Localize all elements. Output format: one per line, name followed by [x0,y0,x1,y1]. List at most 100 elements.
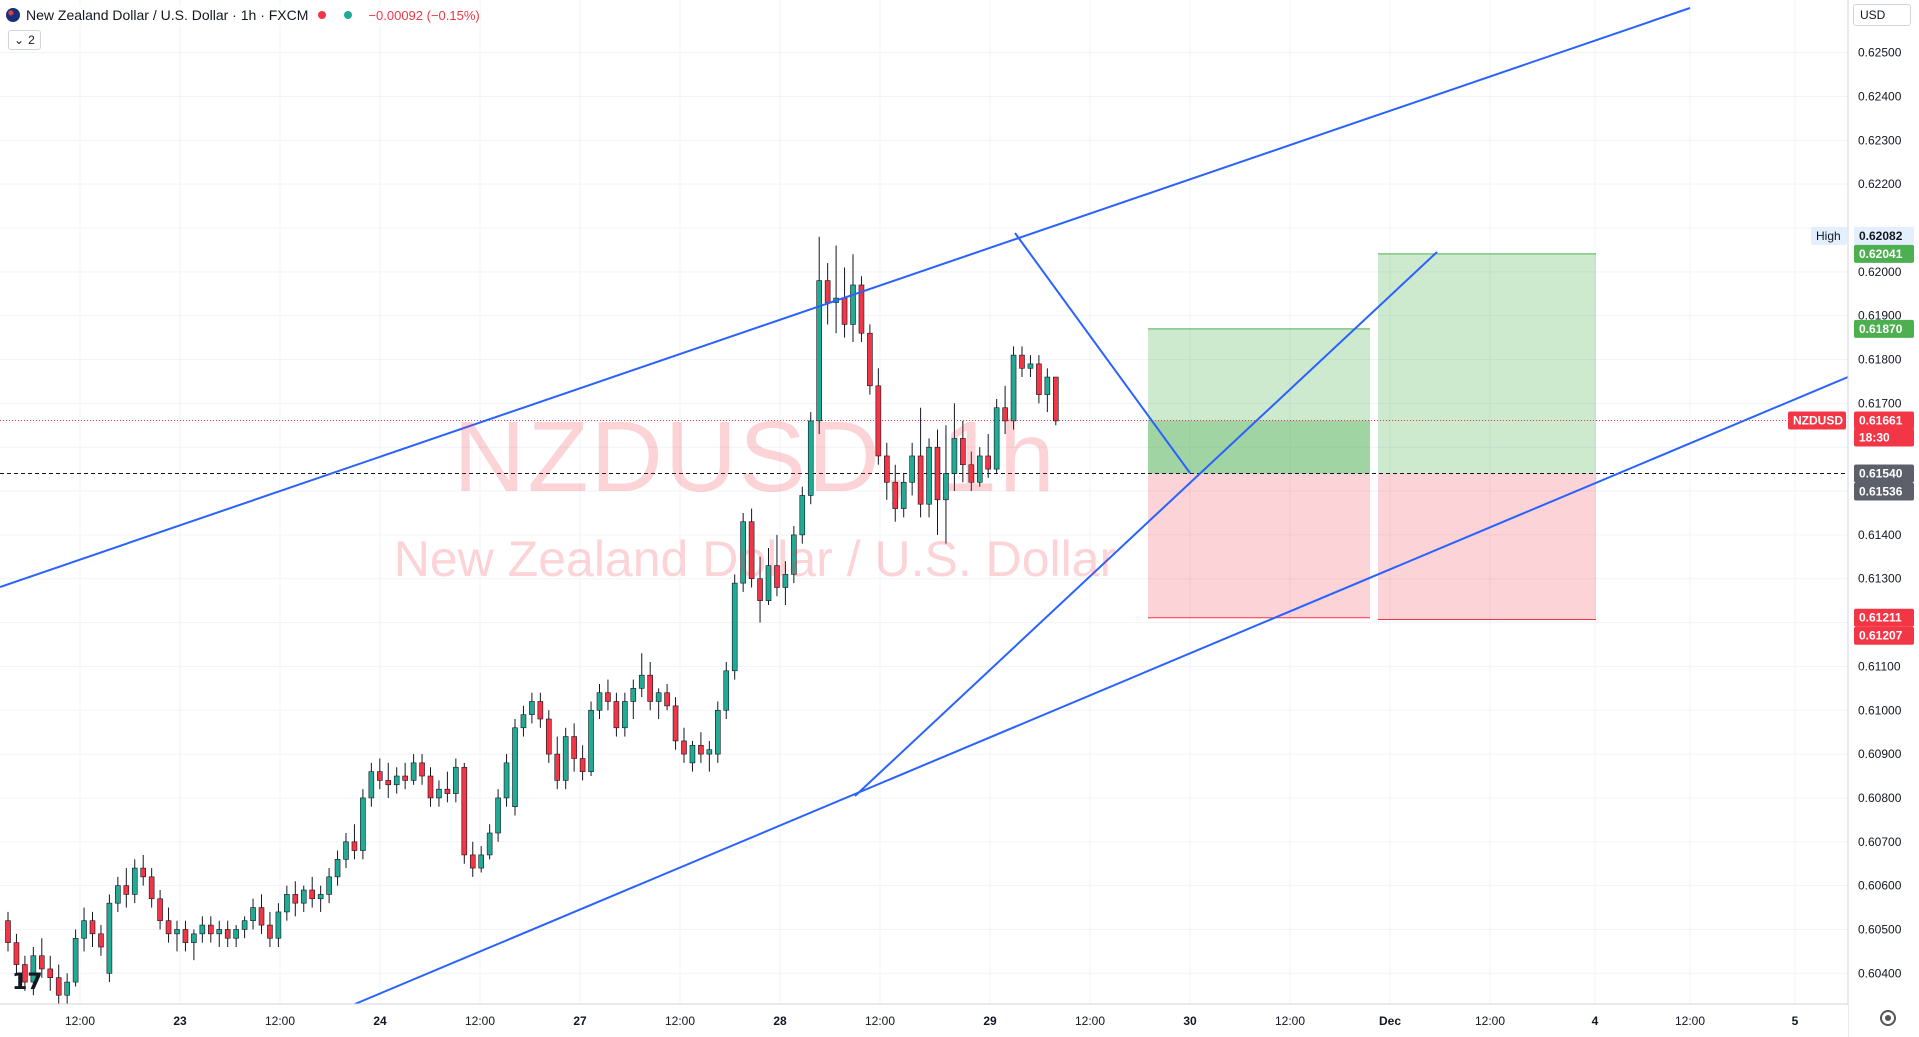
candle[interactable] [376,758,383,790]
candle[interactable] [1027,355,1034,378]
candle[interactable] [740,512,746,592]
candle[interactable] [816,236,823,435]
candle[interactable] [469,841,476,877]
symbol-title[interactable]: New Zealand Dollar / U.S. Dollar · 1h · … [26,7,309,23]
candle[interactable] [791,526,797,584]
candle[interactable] [317,885,324,912]
candle[interactable] [664,683,670,711]
indicators-toggle[interactable]: ⌄ 2 [8,30,41,50]
candle[interactable] [1010,346,1017,430]
candle[interactable] [613,692,620,737]
candle[interactable] [157,890,163,930]
candle[interactable] [22,955,28,991]
candle[interactable] [909,442,915,496]
candle[interactable] [402,762,408,790]
candle[interactable] [199,916,206,943]
candle[interactable] [917,407,924,518]
candle[interactable] [436,780,442,807]
profit-zone[interactable] [1378,253,1596,474]
candle[interactable] [174,920,180,952]
candle[interactable] [841,267,848,338]
candle[interactable] [875,368,882,465]
candle[interactable] [343,833,349,869]
candle[interactable] [486,824,493,860]
candle[interactable] [284,885,290,921]
candle[interactable] [571,723,577,772]
candle[interactable] [258,894,265,934]
channel-lower-line[interactable] [354,376,1849,1005]
candle[interactable] [976,447,983,487]
candle[interactable] [731,574,738,680]
candle[interactable] [630,679,637,720]
candle[interactable] [605,679,611,711]
candle[interactable] [410,754,417,785]
candle[interactable] [461,762,468,864]
candle[interactable] [115,876,121,912]
candle[interactable] [968,451,975,492]
candle[interactable] [985,434,992,478]
candle[interactable] [723,662,730,720]
candle[interactable] [706,740,713,772]
candle[interactable] [900,473,907,518]
profit-zone[interactable] [1148,328,1370,474]
candle[interactable] [993,398,1000,474]
candle[interactable] [495,789,501,842]
candle[interactable] [72,929,79,987]
candle[interactable] [757,556,763,623]
candle[interactable] [943,425,949,544]
candle[interactable] [714,701,721,763]
candle[interactable] [233,925,239,948]
candle[interactable] [672,697,679,750]
candle[interactable] [38,938,45,978]
candle[interactable] [512,719,518,816]
candle[interactable] [64,973,70,1004]
candle[interactable] [148,868,155,908]
candle[interactable] [419,754,425,785]
candle[interactable] [1053,376,1059,426]
long-position-2[interactable] [1378,253,1596,620]
candle[interactable] [131,859,138,904]
candle[interactable] [638,653,645,698]
candle[interactable] [774,534,780,597]
candle[interactable] [351,824,358,860]
candle[interactable] [165,907,172,943]
candle[interactable] [1002,385,1008,435]
candle[interactable] [275,903,282,948]
loss-zone[interactable] [1148,473,1370,618]
candle[interactable] [89,911,96,948]
candle[interactable] [833,245,839,334]
candle[interactable] [427,767,434,807]
candle[interactable] [309,876,316,908]
candle[interactable] [622,692,628,737]
candle[interactable] [529,692,535,724]
trendlines[interactable] [0,7,1849,1005]
candle[interactable] [1044,368,1051,413]
candle[interactable] [562,727,569,790]
candle[interactable] [892,464,899,522]
candle[interactable] [123,868,130,908]
candle[interactable] [554,736,561,790]
candle[interactable] [444,771,451,803]
candle[interactable] [503,754,510,807]
currency-button[interactable]: USD [1853,4,1911,26]
wedge-resistance-line[interactable] [1014,232,1191,474]
candle[interactable] [368,762,375,807]
tradingview-logo[interactable]: 17 [12,970,43,995]
candle[interactable] [224,920,231,948]
candle[interactable] [596,683,603,720]
candle[interactable] [681,727,687,763]
candle[interactable] [393,767,400,794]
candle[interactable] [926,438,932,518]
candle[interactable] [647,662,654,711]
candle[interactable] [182,920,189,952]
candle[interactable] [655,688,662,720]
candle[interactable] [689,740,696,772]
candle[interactable] [1019,346,1025,378]
candle[interactable] [385,762,392,798]
symbol-header[interactable]: New Zealand Dollar / U.S. Dollar · 1h · … [6,4,480,26]
candle[interactable] [579,745,586,781]
candle[interactable] [782,561,789,606]
time-axis[interactable]: 12:00 23 12:00 24 12:00 27 12:00 28 12:00 29 12:00… [0,1003,1848,1037]
candle[interactable] [934,429,941,535]
